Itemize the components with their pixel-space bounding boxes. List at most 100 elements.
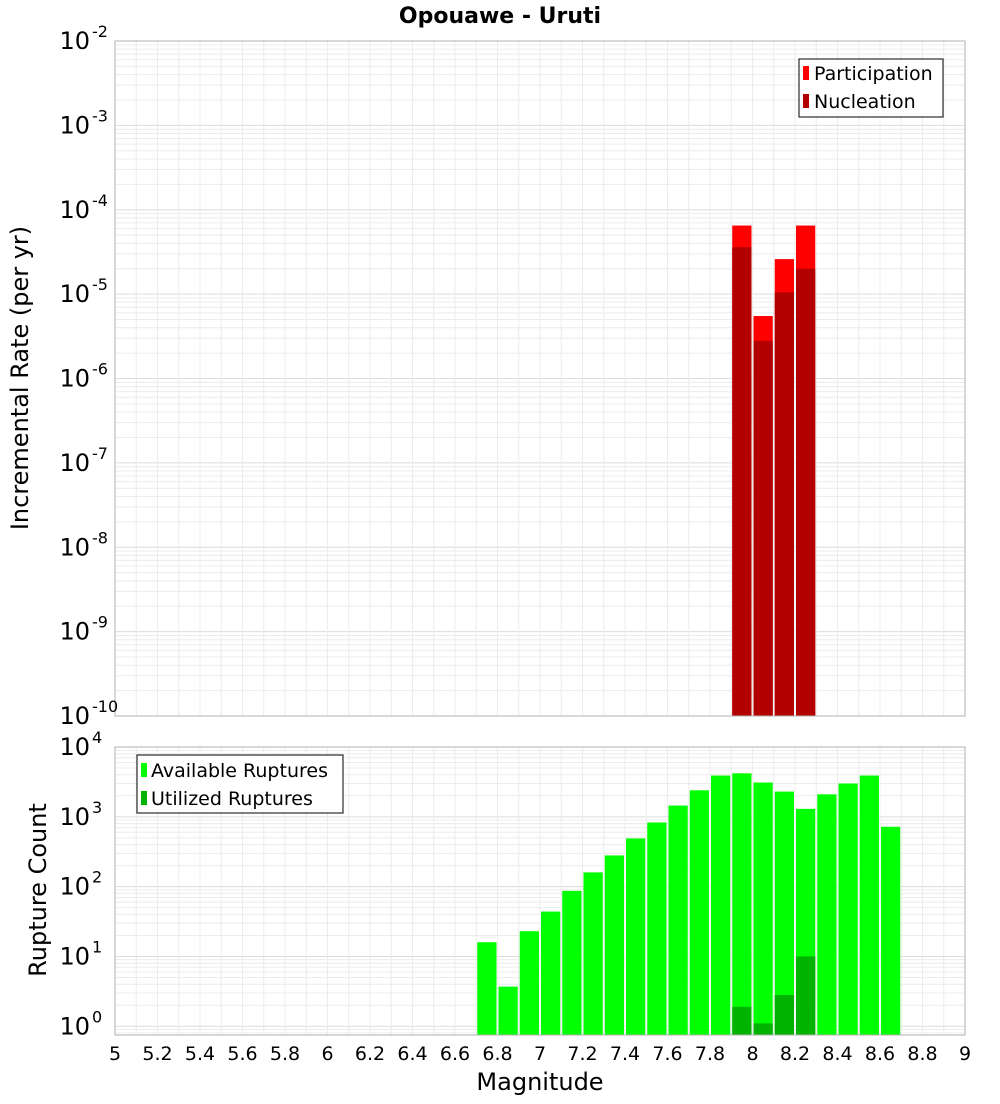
top-grid (114, 40, 966, 717)
bar-available-ruptures (711, 775, 731, 1035)
bottom-legend-box (136, 754, 344, 814)
bottom-y-tick-exponent: 3 (92, 798, 102, 817)
bar-nucleation (774, 292, 794, 716)
bar-available-ruptures (689, 790, 709, 1035)
legend-label-nucleation: Nucleation (814, 91, 916, 113)
bar-utilized-ruptures (796, 956, 816, 1035)
x-tick-label: 5.8 (270, 1043, 300, 1065)
bar-available-ruptures (498, 986, 518, 1035)
legend-swatch-participation (803, 66, 809, 80)
top-y-tick-label: 10 (59, 533, 90, 561)
top-y-tick-label: 10 (59, 196, 90, 224)
bottom-y-tick-label: 10 (59, 873, 90, 901)
bar-available-ruptures (838, 783, 858, 1035)
bar-utilized-ruptures (732, 1006, 752, 1035)
top-y-axis-label: Incremental Rate (per yr) (6, 226, 34, 530)
top-bars (732, 225, 816, 716)
x-tick-label: 7.4 (610, 1043, 640, 1065)
bar-available-ruptures (732, 773, 752, 1035)
top-y-tick-exponent: -3 (92, 106, 108, 125)
x-tick-label: 5 (109, 1043, 121, 1065)
top-plot-frame (114, 40, 966, 717)
bottom-y-tick-exponent: 0 (92, 1007, 102, 1026)
bar-available-ruptures (519, 931, 539, 1035)
legend-label-utilized: Utilized Ruptures (151, 788, 313, 810)
bottom-y-axis-label: Rupture Count (24, 803, 52, 977)
x-tick-label: 9 (959, 1043, 971, 1065)
legend-swatch-nucleation (803, 94, 809, 108)
bar-utilized-ruptures (774, 995, 794, 1035)
x-tick-label: 8 (746, 1043, 758, 1065)
top-y-tick-exponent: -4 (92, 191, 108, 210)
top-y-tick-exponent: -5 (92, 275, 108, 294)
x-tick-label: 8.8 (907, 1043, 937, 1065)
top-y-tick-label: 10 (59, 111, 90, 139)
x-tick-label: 7.8 (695, 1043, 725, 1065)
x-tick-label: 8.2 (780, 1043, 810, 1065)
top-y-tick-label: 10 (59, 449, 90, 477)
x-tick-label: 7 (534, 1043, 546, 1065)
x-tick-label: 8.6 (865, 1043, 895, 1065)
legend-swatch-utilized (141, 791, 147, 805)
top-y-tick-label: 10 (59, 27, 90, 55)
x-tick-label: 6.6 (440, 1043, 470, 1065)
top-y-tick-label: 10 (59, 618, 90, 646)
legend-label-participation: Participation (814, 63, 933, 85)
bar-available-ruptures (881, 826, 901, 1035)
top-y-tick-exponent: -9 (92, 613, 108, 632)
x-tick-label: 5.2 (142, 1043, 172, 1065)
bar-available-ruptures (668, 805, 688, 1035)
bar-available-ruptures (774, 791, 794, 1035)
bottom-y-tick-exponent: 2 (92, 868, 102, 887)
legend-swatch-available (141, 763, 147, 777)
bar-available-ruptures (541, 911, 561, 1035)
x-tick-label: 7.6 (652, 1043, 682, 1065)
x-tick-labels: 5 5.2 5.4 5.6 5.8 6 6.2 6.4 6.6 6.8 7 7.2 7.4 7.6 7.8 8… (109, 1043, 971, 1065)
top-y-tick-exponent: -6 (92, 360, 108, 379)
bar-available-ruptures (626, 838, 646, 1035)
top-y-tick-exponent: -7 (92, 444, 108, 463)
x-axis-label: Magnitude (476, 1068, 603, 1096)
bar-available-ruptures (817, 794, 837, 1035)
top-y-tick-exponent: -10 (92, 697, 118, 716)
bar-nucleation (753, 340, 773, 716)
chart-title: Opouawe - Uruti (399, 4, 601, 29)
x-tick-label: 6.4 (397, 1043, 427, 1065)
top-y-tick-label: 10 (59, 280, 90, 308)
bar-available-ruptures (583, 872, 603, 1035)
top-y-tick-label: 10 (59, 702, 90, 730)
top-y-tick-exponent: -8 (92, 528, 108, 547)
x-tick-label: 6.2 (355, 1043, 385, 1065)
bar-available-ruptures (647, 822, 667, 1035)
x-tick-label: 8.4 (822, 1043, 852, 1065)
x-tick-label: 6.8 (482, 1043, 512, 1065)
x-tick-label: 5.6 (227, 1043, 257, 1065)
x-tick-label: 7.2 (567, 1043, 597, 1065)
bottom-legend: Available Ruptures Utilized Ruptures (136, 754, 344, 814)
bottom-y-tick-label: 10 (59, 733, 90, 761)
x-tick-label: 5.4 (185, 1043, 215, 1065)
bar-available-ruptures (753, 782, 773, 1035)
bottom-y-tick-label: 10 (59, 942, 90, 970)
bar-available-ruptures (604, 855, 624, 1035)
bottom-bars (477, 773, 901, 1035)
top-legend: Participation Nucleation (798, 58, 944, 118)
bottom-y-tick-label: 10 (59, 803, 90, 831)
plot-frames (114, 40, 966, 1036)
top-y-tick-label: 10 (59, 365, 90, 393)
bar-nucleation (796, 268, 816, 716)
legend-label-available: Available Ruptures (151, 760, 328, 782)
bar-available-ruptures (859, 775, 879, 1035)
bar-nucleation (732, 247, 752, 716)
bottom-plot-frame (114, 746, 966, 1036)
bar-available-ruptures (477, 942, 497, 1035)
bottom-y-tick-label: 10 (59, 1012, 90, 1040)
bottom-y-tick-exponent: 4 (92, 728, 102, 747)
bar-available-ruptures (562, 890, 582, 1035)
x-tick-label: 6 (321, 1043, 333, 1065)
top-y-tick-exponent: -2 (92, 22, 108, 41)
